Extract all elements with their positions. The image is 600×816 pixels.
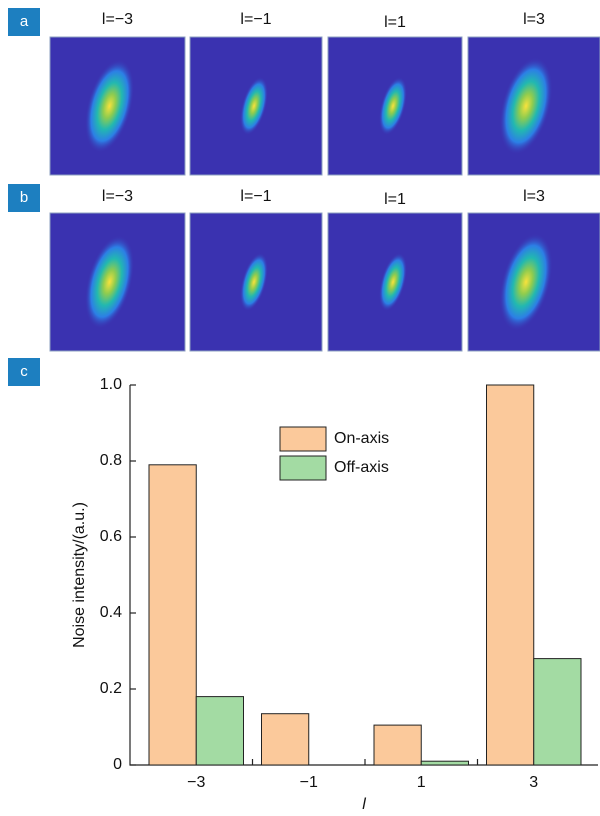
intensity-image — [189, 36, 323, 176]
image-title: l=−3 — [102, 188, 133, 205]
intensity-spot — [379, 76, 407, 136]
image-title: l=1 — [384, 191, 406, 208]
bar — [373, 724, 422, 766]
image-title: l=−1 — [240, 188, 271, 205]
y-tick-label: 0.4 — [100, 604, 122, 621]
x-tick-label: 3 — [529, 774, 538, 791]
panel-label: c — [20, 363, 28, 380]
legend-label: On-axis — [334, 430, 389, 447]
y-tick-label: 0.8 — [100, 452, 122, 469]
y-tick-label: 1.0 — [100, 376, 122, 393]
x-tick-label: −3 — [187, 774, 205, 791]
legend-swatch — [279, 426, 327, 452]
panel-label-box — [8, 358, 40, 386]
legend-label: Off-axis — [334, 459, 389, 476]
image-title: l=3 — [523, 11, 545, 28]
panel-label-box — [8, 8, 40, 36]
panel-label: a — [20, 13, 29, 30]
x-axis-label: l — [362, 796, 366, 813]
bar — [486, 384, 535, 766]
image-title: l=3 — [523, 188, 545, 205]
intensity-spot — [499, 233, 553, 331]
intensity-spot — [499, 57, 553, 155]
bar — [261, 713, 310, 766]
y-axis-label: Noise intensity/(a.u.) — [71, 502, 88, 648]
y-tick-label: 0.2 — [100, 680, 122, 697]
x-tick-label: 1 — [417, 774, 426, 791]
panel-label: b — [20, 189, 28, 206]
image-title: l=1 — [384, 14, 406, 31]
y-tick-label: 0 — [113, 756, 122, 773]
y-tick-label: 0.6 — [100, 528, 122, 545]
intensity-spot — [240, 252, 268, 312]
intensity-spot — [379, 252, 407, 312]
bar — [195, 696, 244, 766]
x-tick-label: −1 — [300, 774, 318, 791]
intensity-spot — [240, 76, 268, 136]
image-title: l=−1 — [240, 11, 271, 28]
bar — [533, 658, 582, 766]
intensity-spot — [84, 235, 135, 329]
bar — [148, 464, 197, 766]
intensity-spot — [84, 59, 135, 153]
image-title: l=−3 — [102, 11, 133, 28]
panel-label-box — [8, 184, 40, 212]
legend-swatch — [279, 455, 327, 481]
bar — [420, 760, 469, 766]
